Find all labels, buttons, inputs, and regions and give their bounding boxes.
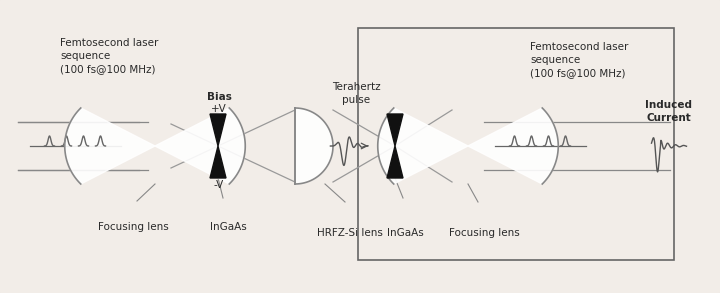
Text: Bias: Bias	[207, 92, 231, 102]
Text: Femtosecond laser
sequence
(100 fs@100 MHz): Femtosecond laser sequence (100 fs@100 M…	[60, 38, 158, 74]
Bar	[358, 28, 674, 260]
Text: InGaAs: InGaAs	[210, 222, 246, 232]
Polygon shape	[210, 114, 226, 146]
Polygon shape	[295, 108, 333, 184]
Text: Induced
Current: Induced Current	[646, 100, 693, 123]
Polygon shape	[387, 146, 403, 178]
Text: Femtosecond laser
sequence
(100 fs@100 MHz): Femtosecond laser sequence (100 fs@100 M…	[530, 42, 629, 79]
Text: Focusing lens: Focusing lens	[98, 222, 168, 232]
Text: Focusing lens: Focusing lens	[449, 228, 519, 238]
Text: Terahertz
pulse: Terahertz pulse	[332, 82, 380, 105]
Text: +V: +V	[211, 104, 227, 114]
Text: -V: -V	[214, 180, 224, 190]
Polygon shape	[210, 146, 226, 178]
Text: HRFZ-Si lens: HRFZ-Si lens	[317, 228, 383, 238]
Text: InGaAs: InGaAs	[387, 228, 423, 238]
Polygon shape	[378, 108, 558, 184]
Polygon shape	[65, 108, 246, 184]
Polygon shape	[387, 114, 403, 146]
